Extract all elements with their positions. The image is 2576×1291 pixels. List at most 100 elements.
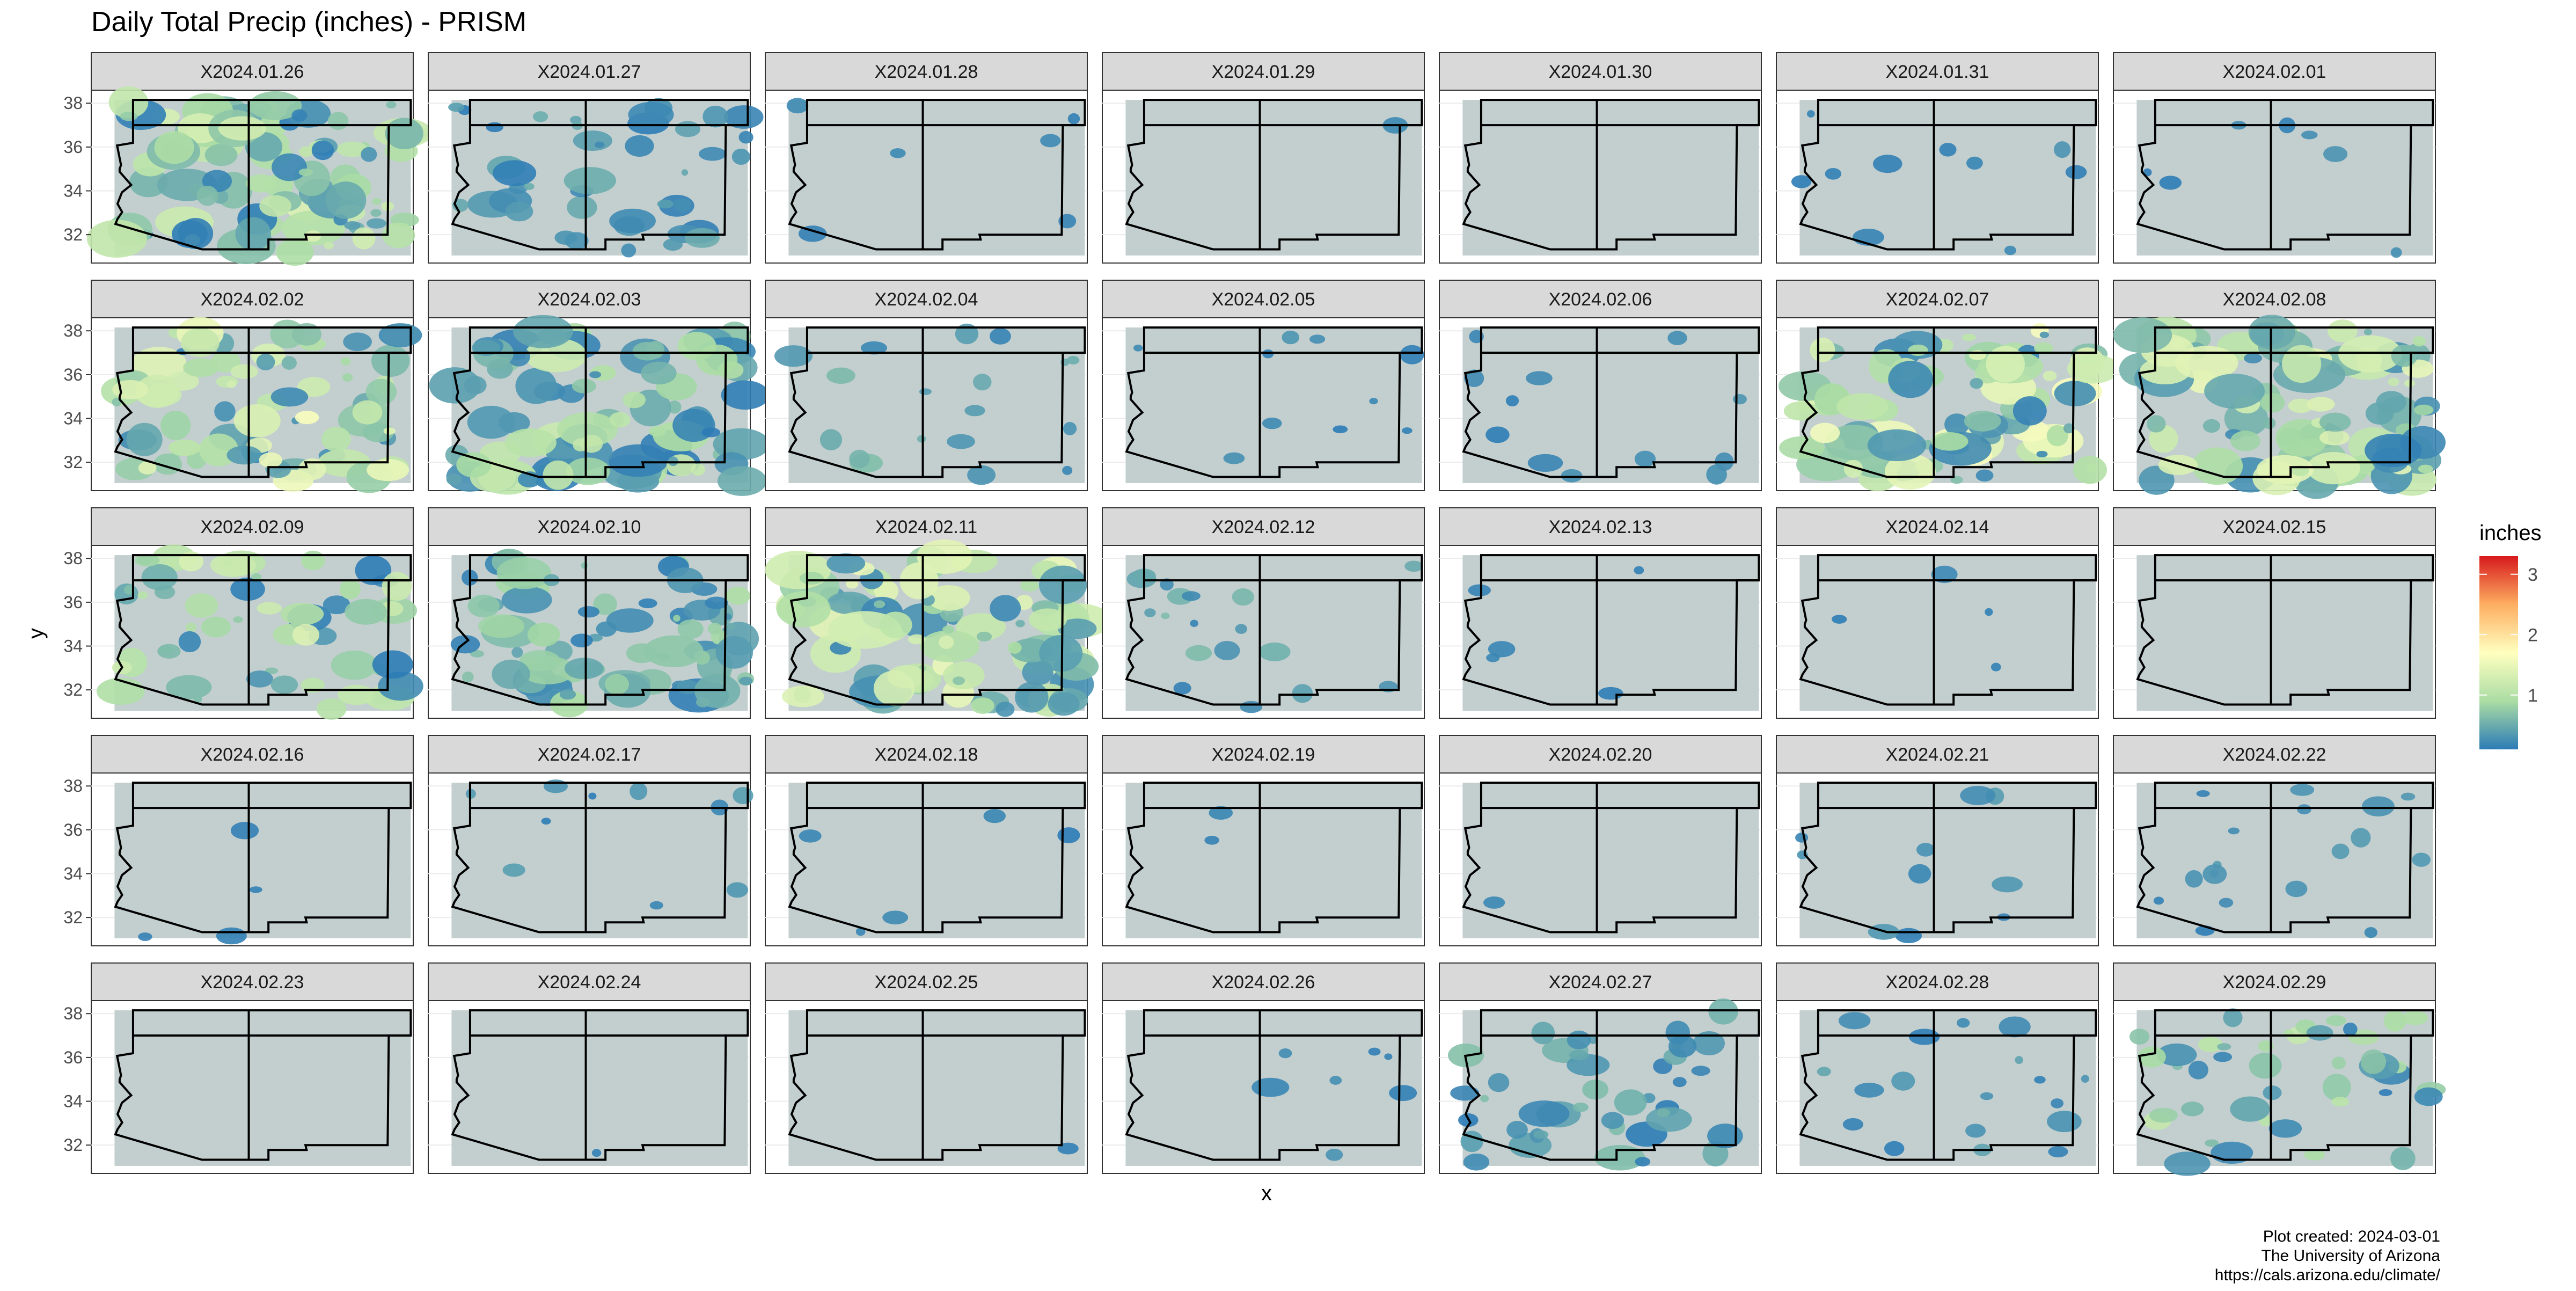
precip-cell bbox=[2307, 397, 2335, 412]
precip-cell bbox=[339, 579, 361, 600]
raster-background bbox=[1125, 783, 1422, 938]
precip-cell bbox=[849, 449, 870, 469]
precip-cell bbox=[136, 374, 179, 408]
credit-url: https://cals.arizona.edu/climate/ bbox=[2214, 1266, 2440, 1284]
precip-cell bbox=[1634, 450, 1656, 468]
precip-cell bbox=[272, 153, 307, 181]
precip-cell bbox=[467, 594, 500, 618]
precip-cell bbox=[567, 195, 597, 219]
precip-cell bbox=[1173, 682, 1191, 695]
precip-cell bbox=[462, 671, 474, 683]
precip-cell bbox=[179, 551, 204, 572]
precip-cell bbox=[2156, 1043, 2197, 1066]
facet-strip bbox=[765, 52, 1088, 91]
precip-cell bbox=[765, 551, 831, 589]
precip-cell bbox=[638, 598, 657, 609]
facet-label: X2024.02.26 bbox=[1212, 972, 1315, 993]
precip-cell bbox=[230, 821, 259, 840]
precip-cell bbox=[1480, 1095, 1489, 1103]
precip-cell bbox=[648, 426, 666, 437]
precip-cell bbox=[2306, 1025, 2333, 1041]
precip-cell bbox=[879, 611, 912, 638]
precip-cell bbox=[464, 376, 487, 395]
raster-background bbox=[788, 783, 1085, 938]
precip-cell bbox=[1368, 1047, 1381, 1056]
precip-cell bbox=[216, 927, 247, 945]
precip-cell bbox=[1039, 634, 1083, 672]
facet-panel: X2024.02.22 bbox=[2113, 735, 2436, 946]
precip-cell bbox=[572, 378, 596, 393]
precip-cell bbox=[135, 554, 160, 567]
precip-cell bbox=[378, 671, 423, 701]
precip-cell bbox=[606, 608, 654, 633]
precip-cell bbox=[1309, 334, 1326, 344]
raster-background bbox=[451, 783, 748, 938]
precip-cell bbox=[2319, 429, 2350, 446]
precip-cell bbox=[882, 910, 909, 925]
precip-cell bbox=[1872, 155, 1902, 173]
precip-cell bbox=[1384, 1053, 1393, 1060]
precip-cell bbox=[990, 327, 1011, 345]
precip-cell bbox=[301, 550, 325, 571]
precip-cell bbox=[2322, 1074, 2351, 1101]
facet-label: X2024.02.12 bbox=[1212, 517, 1315, 537]
precip-cell bbox=[2158, 455, 2198, 476]
facet-label: X2024.02.24 bbox=[538, 972, 641, 993]
precip-cell bbox=[184, 234, 201, 247]
facet-label: X2024.02.02 bbox=[201, 289, 304, 310]
precip-cell bbox=[1916, 843, 1935, 857]
precip-cell bbox=[2204, 374, 2265, 409]
facet-label: X2024.02.15 bbox=[2223, 517, 2326, 537]
raster-background bbox=[1462, 327, 1759, 483]
precip-cell bbox=[1531, 1022, 1555, 1045]
precip-cell bbox=[605, 674, 630, 695]
precip-cell bbox=[717, 466, 767, 496]
facet-label: X2024.01.30 bbox=[1549, 62, 1652, 82]
precip-cell bbox=[919, 388, 932, 395]
precip-cell bbox=[657, 199, 674, 209]
facet-label: X2024.02.14 bbox=[1886, 517, 1989, 537]
y-tick-label: 38 bbox=[63, 549, 83, 568]
precip-cell bbox=[577, 606, 600, 618]
precip-cell bbox=[942, 625, 955, 634]
facet-panel: X2024.02.07 bbox=[1776, 280, 2119, 492]
precip-cell bbox=[2063, 423, 2075, 434]
facet-panel: X2024.02.03 bbox=[428, 280, 770, 496]
precip-cell bbox=[943, 661, 985, 690]
precip-cell bbox=[609, 412, 631, 428]
precip-cell bbox=[621, 243, 636, 258]
facet-panel: X2024.02.05 bbox=[1102, 280, 1425, 491]
precip-cell bbox=[513, 315, 573, 348]
raster-background bbox=[1799, 100, 2096, 256]
facet-label: X2024.02.23 bbox=[201, 972, 304, 993]
y-tick-label: 36 bbox=[63, 820, 83, 840]
precip-cell bbox=[541, 818, 551, 825]
precip-cell bbox=[352, 227, 376, 250]
precip-cell bbox=[2390, 247, 2402, 258]
facet-label: X2024.02.08 bbox=[2223, 289, 2326, 310]
precip-cell bbox=[672, 615, 680, 622]
precip-cell bbox=[496, 557, 552, 589]
facet-strip bbox=[1776, 735, 2099, 774]
precip-cell bbox=[580, 435, 603, 453]
precip-cell bbox=[528, 622, 560, 647]
facet-panel: X2024.02.19 bbox=[1102, 735, 1425, 946]
precip-cell bbox=[2401, 792, 2416, 801]
precip-cell bbox=[166, 675, 212, 699]
precip-cell bbox=[1262, 417, 1282, 429]
facet-label: X2024.01.28 bbox=[875, 62, 978, 82]
precip-cell bbox=[120, 112, 138, 121]
precip-cell bbox=[2365, 434, 2422, 468]
facet-panel: X2024.02.21 bbox=[1776, 735, 2099, 946]
precip-cell bbox=[371, 198, 382, 205]
facet-label: X2024.02.27 bbox=[1549, 972, 1652, 993]
precip-cell bbox=[952, 676, 965, 685]
precip-cell bbox=[2217, 1043, 2231, 1051]
precip-cell bbox=[1067, 113, 1080, 125]
facet-label: X2024.02.13 bbox=[1549, 517, 1652, 537]
precip-cell bbox=[543, 779, 568, 793]
facet-strip bbox=[2113, 507, 2436, 546]
precip-cell bbox=[609, 208, 656, 234]
precip-cell bbox=[456, 452, 492, 478]
facet-panel: X2024.02.16 32 34 36 38 bbox=[63, 735, 414, 946]
